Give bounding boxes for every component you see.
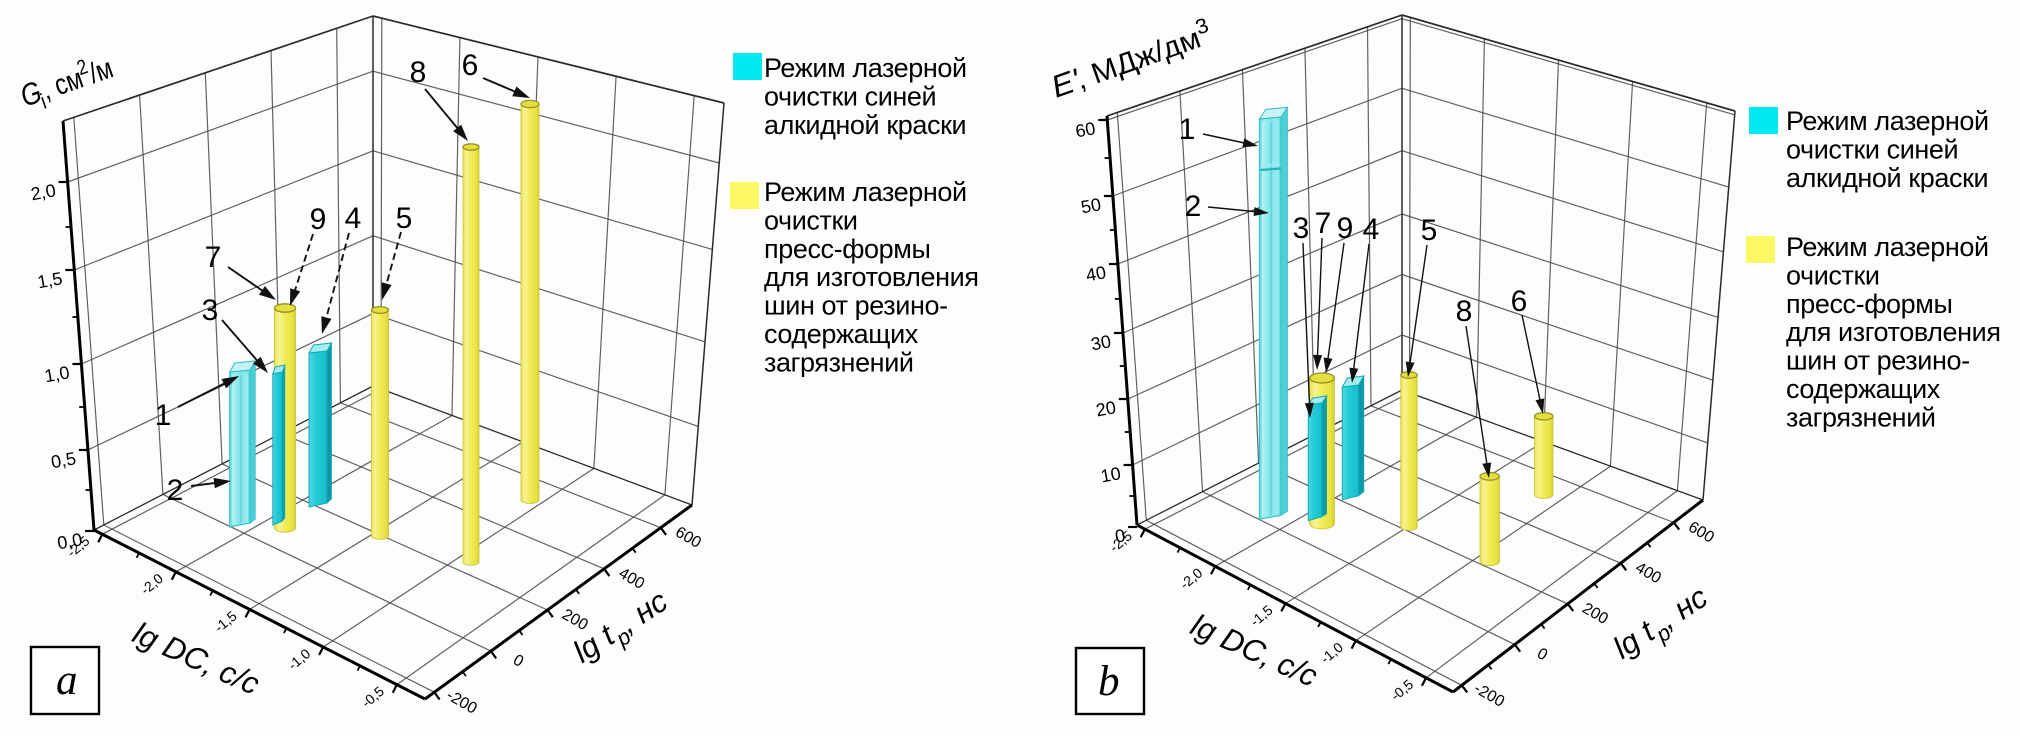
svg-text:9: 9 — [310, 203, 327, 236]
svg-text:6: 6 — [1511, 285, 1528, 318]
svg-text:2,0: 2,0 — [29, 180, 57, 204]
svg-text:алкидной краски: алкидной краски — [764, 110, 966, 140]
svg-text:0,0: 0,0 — [56, 529, 84, 553]
svg-text:4: 4 — [345, 202, 362, 235]
svg-text:загрязнений: загрязнений — [1786, 402, 1936, 432]
svg-text:3: 3 — [1293, 212, 1310, 245]
svg-text:1: 1 — [155, 399, 172, 432]
svg-text:1: 1 — [1179, 113, 1196, 146]
svg-text:a: a — [56, 657, 78, 704]
svg-text:3: 3 — [202, 294, 219, 327]
svg-text:10: 10 — [1099, 463, 1122, 486]
svg-text:очистки синей: очистки синей — [1786, 134, 1958, 164]
svg-text:50: 50 — [1079, 194, 1102, 217]
svg-text:пресс-формы: пресс-формы — [1786, 289, 1952, 319]
svg-text:алкидной краски: алкидной краски — [1786, 163, 1988, 193]
svg-text:0,5: 0,5 — [49, 448, 77, 472]
svg-text:1,5: 1,5 — [36, 268, 64, 292]
svg-text:шин от резино-: шин от резино- — [1786, 346, 1970, 376]
svg-text:Режим лазерной: Режим лазерной — [1786, 232, 1989, 262]
svg-text:8: 8 — [410, 56, 427, 89]
svg-text:1,0: 1,0 — [43, 362, 71, 386]
svg-text:9: 9 — [1337, 212, 1354, 245]
svg-text:очистки синей: очистки синей — [764, 81, 936, 111]
svg-text:i: i — [38, 90, 50, 114]
svg-text:содержащих: содержащих — [1786, 374, 1941, 404]
svg-text:Режим лазерной: Режим лазерной — [764, 53, 967, 83]
svg-text:8: 8 — [1456, 295, 1473, 328]
svg-text:шин от резино-: шин от резино- — [764, 291, 948, 321]
svg-text:5: 5 — [396, 202, 413, 235]
svg-text:6: 6 — [462, 49, 479, 82]
svg-text:7: 7 — [205, 241, 222, 274]
svg-text:2: 2 — [167, 474, 184, 507]
svg-text:60: 60 — [1074, 118, 1097, 141]
svg-text:для изготовления: для изготовления — [1786, 317, 2001, 347]
svg-text:очистки: очистки — [1786, 260, 1880, 290]
svg-text:содержащих: содержащих — [764, 319, 919, 349]
svg-text:пресс-формы: пресс-формы — [764, 234, 930, 264]
svg-text:для изготовления: для изготовления — [764, 262, 979, 292]
svg-text:4: 4 — [1363, 213, 1380, 246]
svg-text:b: b — [1098, 658, 1120, 705]
svg-text:0: 0 — [1113, 525, 1126, 546]
svg-text:7: 7 — [1315, 207, 1332, 240]
svg-text:5: 5 — [1421, 214, 1438, 247]
svg-text:Режим лазерной: Режим лазерной — [764, 177, 967, 207]
svg-text:загрязнений: загрязнений — [764, 347, 914, 377]
svg-text:очистки: очистки — [764, 205, 858, 235]
svg-text:20: 20 — [1094, 397, 1117, 420]
svg-text:30: 30 — [1089, 331, 1112, 354]
svg-text:Режим лазерной: Режим лазерной — [1786, 106, 1989, 136]
svg-text:40: 40 — [1084, 262, 1107, 285]
svg-text:2: 2 — [1185, 190, 1202, 223]
